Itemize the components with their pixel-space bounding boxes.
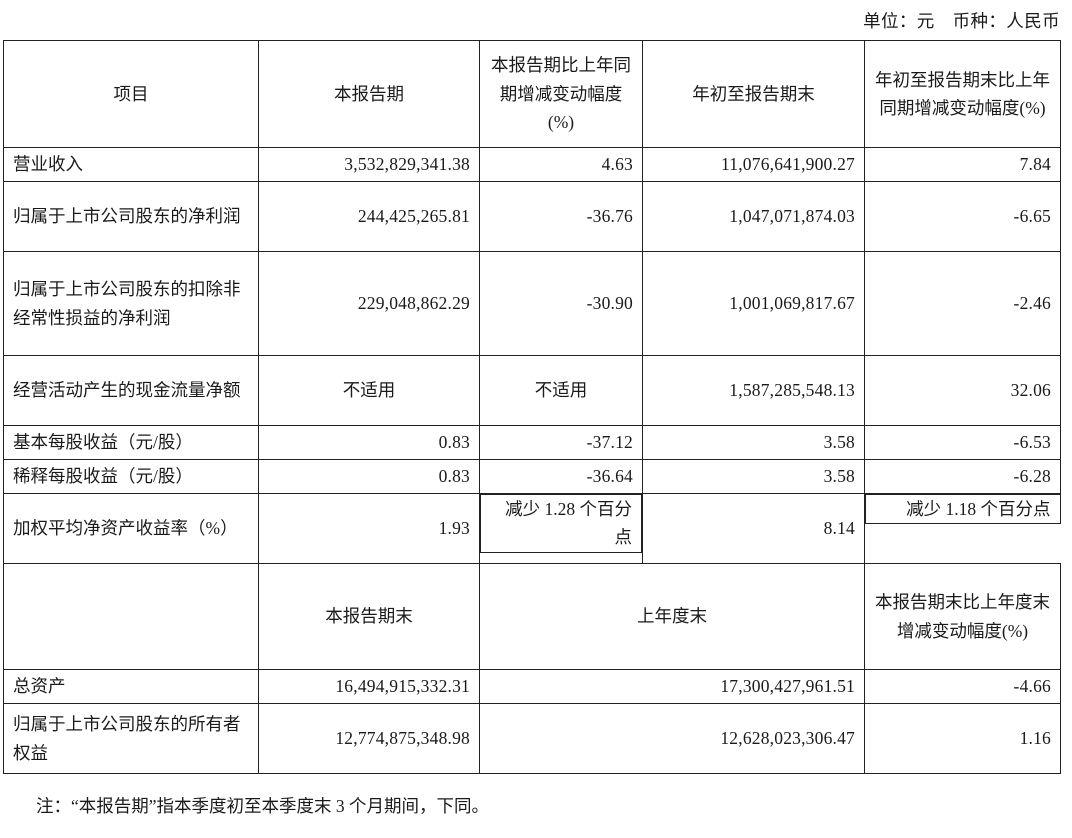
cell-diluted-eps-ytd-change: -6.28 [864,459,1061,494]
header-cell-current-period-change: 本报告期比上年同期增减变动幅度(%) [479,40,643,148]
key-financial-indicators-table: 项目 本报告期 本报告期比上年同期增减变动幅度(%) 年初至报告期末 年初至报告… [3,40,1061,774]
table-row: 归属于上市公司股东的净利润 244,425,265.81 -36.76 1,04… [3,181,1061,252]
row-label-total-assets: 总资产 [3,669,259,704]
cell-net-profit-current-change: -36.76 [479,181,643,252]
unit-currency-line: 单位：元 币种：人民币 [863,11,1060,31]
cell-diluted-eps-current-period: 0.83 [258,459,480,494]
table-row: 经营活动产生的现金流量净额 不适用 不适用 1,587,285,548.13 3… [3,355,1061,426]
cell-net-profit-excl-ytd: 1,001,069,817.67 [642,251,865,356]
row-label-operating-cash-flow: 经营活动产生的现金流量净额 [3,355,259,426]
header-cell-last-year-end: 上年度末 [479,563,865,670]
header-cell-ytd-change: 年初至报告期末比上年同期增减变动幅度(%) [864,40,1061,148]
header-cell-ytd: 年初至报告期末 [642,40,865,148]
table-row: 加权平均净资产收益率（%） 1.93 减少 1.28 个百分点 8.14 减少 … [3,493,1061,564]
cell-basic-eps-ytd-change: -6.53 [864,425,1061,460]
cell-equity-change: 1.16 [864,703,1061,774]
header-cell-period-end-change: 本报告期末比上年度末增减变动幅度(%) [864,563,1061,670]
row-label-net-profit-excl-nonrecurring: 归属于上市公司股东的扣除非经常性损益的净利润 [3,251,259,356]
cell-net-profit-excl-ytd-change: -2.46 [864,251,1061,356]
table-row: 归属于上市公司股东的扣除非经常性损益的净利润 229,048,862.29 -3… [3,251,1061,356]
row-label-basic-eps: 基本每股收益（元/股） [3,425,259,460]
cell-weighted-roe-current-change: 减少 1.28 个百分点 [480,494,642,553]
cell-revenue-ytd: 11,076,641,900.27 [642,147,865,182]
cell-basic-eps-current-period: 0.83 [258,425,480,460]
cell-basic-eps-ytd: 3.58 [642,425,865,460]
table-header-row-balance: 本报告期末 上年度末 本报告期末比上年度末增减变动幅度(%) [3,563,1061,670]
row-label-revenue: 营业收入 [3,147,259,182]
table-row: 归属于上市公司股东的所有者权益 12,774,875,348.98 12,628… [3,703,1061,774]
cell-net-profit-ytd: 1,047,071,874.03 [642,181,865,252]
cell-revenue-current-change: 4.63 [479,147,643,182]
table-row: 营业收入 3,532,829,341.38 4.63 11,076,641,90… [3,147,1061,182]
cell-net-profit-current-period: 244,425,265.81 [258,181,480,252]
header-cell-item-balance [3,563,259,670]
cell-net-profit-excl-current-period: 229,048,862.29 [258,251,480,356]
cell-operating-cash-flow-current-change: 不适用 [479,355,643,426]
cell-operating-cash-flow-ytd: 1,587,285,548.13 [642,355,865,426]
cell-weighted-roe-ytd-change: 减少 1.18 个百分点 [865,494,1061,525]
header-cell-item: 项目 [3,40,259,148]
cell-basic-eps-current-change: -37.12 [479,425,643,460]
table-footnote: 注：“本报告期”指本季度初至本季度末 3 个月期间，下同。 [36,796,490,816]
table-header-row-quarter: 项目 本报告期 本报告期比上年同期增减变动幅度(%) 年初至报告期末 年初至报告… [3,40,1061,148]
cell-weighted-roe-ytd: 8.14 [642,493,865,564]
cell-weighted-roe-current-period: 1.93 [258,493,480,564]
cell-diluted-eps-ytd: 3.58 [642,459,865,494]
cell-net-profit-ytd-change: -6.65 [864,181,1061,252]
cell-equity-period-end: 12,774,875,348.98 [258,703,480,774]
table-row: 稀释每股收益（元/股） 0.83 -36.64 3.58 -6.28 [3,459,1061,494]
cell-operating-cash-flow-ytd-change: 32.06 [864,355,1061,426]
row-label-diluted-eps: 稀释每股收益（元/股） [3,459,259,494]
header-cell-period-end: 本报告期末 [258,563,480,670]
cell-net-profit-excl-current-change: -30.90 [479,251,643,356]
table-row: 基本每股收益（元/股） 0.83 -37.12 3.58 -6.53 [3,425,1061,460]
header-cell-current-period: 本报告期 [258,40,480,148]
cell-total-assets-change: -4.66 [864,669,1061,704]
cell-diluted-eps-current-change: -36.64 [479,459,643,494]
row-label-net-profit: 归属于上市公司股东的净利润 [3,181,259,252]
table-row: 总资产 16,494,915,332.31 17,300,427,961.51 … [3,669,1061,704]
cell-equity-last-year-end: 12,628,023,306.47 [479,703,865,774]
row-label-weighted-roe: 加权平均净资产收益率（%） [3,493,259,564]
cell-operating-cash-flow-current-period: 不适用 [258,355,480,426]
row-label-equity: 归属于上市公司股东的所有者权益 [3,703,259,774]
cell-total-assets-period-end: 16,494,915,332.31 [258,669,480,704]
cell-total-assets-last-year-end: 17,300,427,961.51 [479,669,865,704]
cell-revenue-ytd-change: 7.84 [864,147,1061,182]
cell-revenue-current-period: 3,532,829,341.38 [258,147,480,182]
